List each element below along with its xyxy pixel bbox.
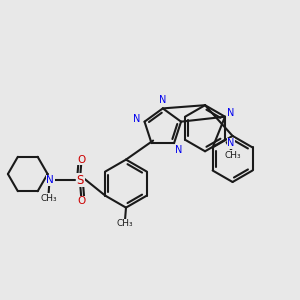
Text: N: N — [133, 114, 141, 124]
Text: N: N — [159, 95, 166, 105]
Text: S: S — [76, 174, 84, 187]
Text: N: N — [227, 138, 235, 148]
Text: CH₃: CH₃ — [225, 151, 241, 160]
Text: N: N — [46, 176, 54, 185]
Text: N: N — [227, 108, 235, 118]
Text: N: N — [175, 145, 182, 154]
Text: CH₃: CH₃ — [40, 194, 57, 202]
Text: O: O — [77, 154, 85, 165]
Text: CH₃: CH₃ — [117, 219, 133, 228]
Text: O: O — [77, 196, 85, 206]
